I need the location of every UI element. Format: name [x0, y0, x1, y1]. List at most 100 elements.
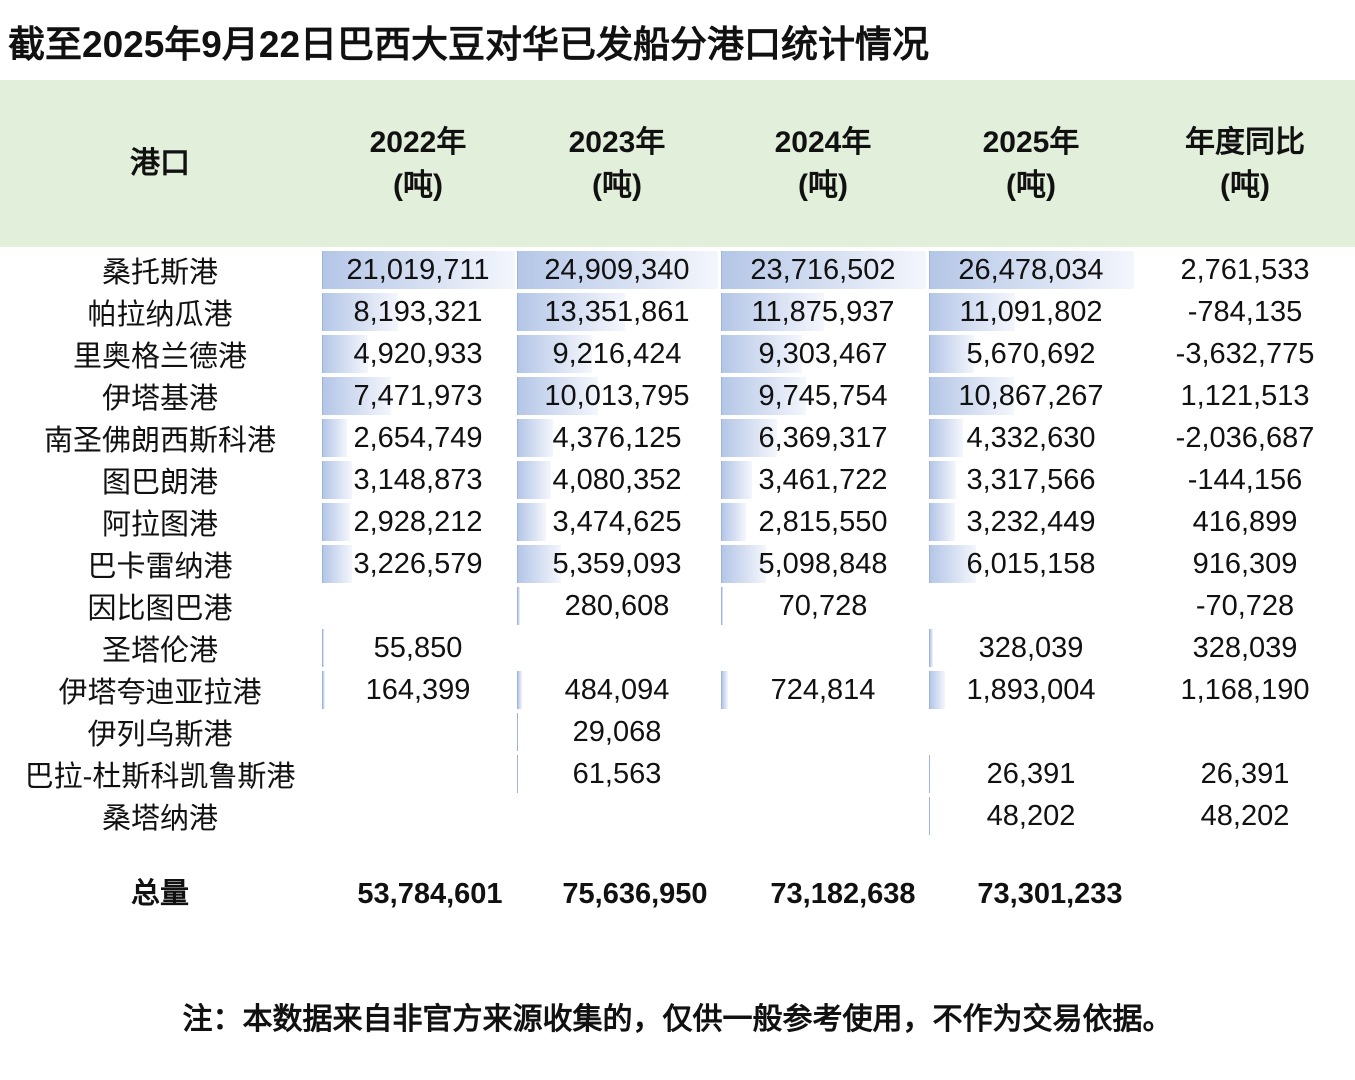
value-text: 26,391	[986, 757, 1076, 790]
value-cell	[721, 755, 925, 793]
value-cell: 5,098,848	[721, 545, 925, 583]
data-bar	[517, 335, 592, 373]
value-cell: 1,121,513	[1135, 377, 1355, 415]
value-cell: 10,013,795	[517, 377, 717, 415]
port-label: 伊列乌斯港	[87, 719, 233, 751]
value-text: 4,920,933	[353, 337, 483, 370]
value-cell: -2,036,687	[1135, 419, 1355, 457]
value-cell: 6,369,317	[721, 419, 925, 457]
value-cell: -3,632,775	[1135, 335, 1355, 373]
port-label: 桑塔纳港	[101, 803, 218, 835]
value-text: 70,728	[778, 589, 868, 622]
value-cell	[721, 629, 925, 667]
value-text: -2,036,687	[1175, 421, 1315, 454]
data-bar	[929, 377, 1014, 415]
value-cell: 4,080,352	[517, 461, 717, 499]
value-cell: 3,226,579	[322, 545, 514, 583]
port-name: 图巴朗港	[0, 461, 320, 499]
port-name: 巴卡雷纳港	[0, 545, 320, 583]
port-name: 里奥格兰德港	[0, 335, 320, 373]
table-row: 桑托斯港 21,019,711 24,909,340 23,716,502 26,478…	[0, 251, 1355, 293]
value-text: 26,391	[1200, 757, 1290, 790]
data-bar	[721, 671, 729, 709]
data-bar	[721, 251, 926, 289]
data-bar	[517, 587, 521, 625]
value-cell: 3,474,625	[517, 503, 717, 541]
value-text: 328,039	[978, 631, 1084, 664]
value-cell: 5,359,093	[517, 545, 717, 583]
value-cell: 9,745,754	[721, 377, 925, 415]
data-bar	[322, 503, 350, 541]
data-bar	[721, 293, 825, 331]
data-bar	[517, 713, 519, 751]
value-text: 2,928,212	[353, 505, 483, 538]
value-text: 9,745,754	[758, 379, 888, 412]
header-col: 2025年 (吨)	[982, 125, 1080, 202]
value-cell: 21,019,711	[322, 251, 515, 289]
value-cell: 2,654,749	[322, 419, 514, 457]
value-cell: 1,168,190	[1135, 671, 1355, 709]
value-text: 5,670,692	[966, 337, 1096, 370]
value-text: 26,478,034	[958, 253, 1104, 286]
port-label: 南圣佛朗西斯科港	[43, 425, 276, 457]
value-cell	[1135, 713, 1355, 751]
value-cell: 26,391	[1135, 755, 1355, 793]
header-col: 2023年 (吨)	[568, 125, 666, 202]
header-col: 年度同比 (吨)	[1185, 125, 1305, 202]
table-row: 伊塔基港 7,471,973 10,013,795 9,745,754 10,867,2…	[0, 377, 1355, 419]
value-cell: 280,608	[517, 587, 717, 625]
table-row: 圣塔伦港 55,850 328,039 328,039	[0, 629, 1355, 671]
value-text: 55,850	[373, 631, 463, 664]
data-bar	[517, 503, 546, 541]
table-row: 伊塔夸迪亚拉港 164,399 484,094 724,814 1,893,004 1,1…	[0, 671, 1355, 713]
value-cell: 29,068	[517, 713, 717, 751]
data-bar	[322, 419, 348, 457]
value-cell	[721, 713, 925, 751]
value-text: 280,608	[564, 589, 670, 622]
value-text: 7,471,973	[353, 379, 483, 412]
value-cell: -144,156	[1135, 461, 1355, 499]
value-text: 11,091,802	[959, 295, 1103, 328]
value-cell: 2,928,212	[322, 503, 514, 541]
value-cell	[929, 587, 1133, 625]
data-bar	[322, 671, 325, 709]
value-text: 8,193,321	[353, 295, 483, 328]
value-cell	[322, 797, 514, 835]
table-row: 因比图巴港 280,608 70,728 -70,728	[0, 587, 1355, 629]
value-text: 4,376,125	[552, 421, 682, 454]
data-bar	[517, 419, 554, 457]
header-port: 港口	[130, 147, 190, 180]
data-bar	[517, 671, 522, 709]
value-text: 61,563	[572, 757, 662, 790]
data-bar	[721, 587, 723, 625]
value-text: -70,728	[1195, 589, 1295, 622]
table-row: 阿拉图港 2,928,212 3,474,625 2,815,550 3,232,449…	[0, 503, 1355, 545]
data-bar	[929, 461, 956, 499]
table-row: 桑塔纳港 48,202 48,202	[0, 797, 1355, 839]
value-cell: 26,478,034	[929, 251, 1134, 289]
value-cell: 164,399	[322, 671, 514, 709]
port-label: 圣塔伦港	[101, 635, 218, 667]
data-bar	[322, 545, 353, 583]
value-text: 10,867,267	[958, 379, 1104, 412]
value-cell: 484,094	[517, 671, 717, 709]
port-name: 圣塔伦港	[0, 629, 320, 667]
value-text: 724,814	[770, 673, 876, 706]
value-cell: 6,015,158	[929, 545, 1133, 583]
total-label: 总量	[130, 878, 189, 910]
data-bar	[929, 293, 1016, 331]
data-bar	[322, 377, 392, 415]
value-cell: 61,563	[517, 755, 717, 793]
data-bar	[721, 545, 766, 583]
value-cell: 3,317,566	[929, 461, 1133, 499]
port-name: 桑塔纳港	[0, 797, 320, 835]
value-cell	[322, 713, 514, 751]
value-text: 10,013,795	[544, 379, 690, 412]
value-text: 1,168,190	[1180, 673, 1310, 706]
value-text: 4,080,352	[552, 463, 682, 496]
data-bar	[721, 335, 803, 373]
port-label: 桑托斯港	[101, 257, 218, 289]
data-bar	[517, 293, 626, 331]
data-bar	[721, 503, 747, 541]
value-cell: 26,391	[929, 755, 1133, 793]
